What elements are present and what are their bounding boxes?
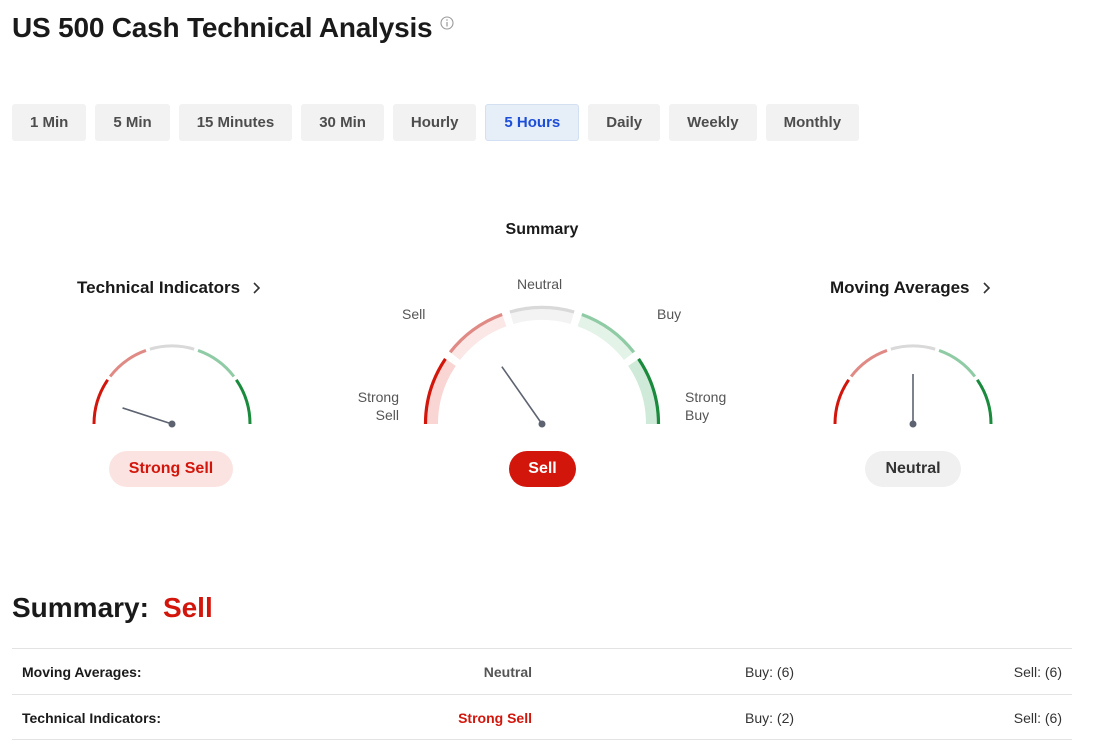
gauge-needle-pivot: [168, 420, 176, 428]
chevron-right-icon: [253, 282, 261, 294]
sell-segment: [448, 313, 503, 354]
gauge-label-strong-sell: Strong Sell: [357, 389, 399, 423]
strong-buy-segment: [976, 378, 993, 425]
row-sell-count: Sell: (6): [1013, 710, 1062, 726]
strong-sell-segment: [423, 357, 447, 425]
row-name: Technical Indicators:: [22, 710, 161, 726]
tab-5-min[interactable]: 5 Min: [95, 104, 170, 141]
strong-sell-segment: [92, 378, 109, 425]
gauge-label-buy: Buy: [657, 306, 682, 322]
technical-indicators-link[interactable]: Technical Indicators: [77, 278, 261, 298]
summary-heading: Summary: Sell: [12, 592, 213, 624]
buy-segment: [581, 313, 636, 354]
neutral-segment: [149, 344, 195, 351]
row-sell-count: Sell: (6): [1013, 664, 1062, 680]
tab-30-min[interactable]: 30 Min: [301, 104, 384, 141]
gauge-needle-pivot: [909, 420, 917, 428]
row-name: Moving Averages:: [22, 664, 142, 680]
summary-heading-value: Sell: [162, 592, 213, 623]
timeframe-tabs: 1 Min 5 Min 15 Minutes 30 Min Hourly 5 H…: [12, 104, 860, 141]
strong-sell-segment-fill: [424, 358, 456, 424]
tab-hourly[interactable]: Hourly: [392, 104, 477, 141]
tab-daily[interactable]: Daily: [588, 104, 661, 141]
table-row: Technical Indicators: Strong Sell Buy: (…: [12, 694, 1072, 740]
buy-segment: [197, 349, 236, 378]
strong-buy-segment-fill: [628, 358, 660, 424]
sell-segment-fill: [449, 313, 507, 360]
row-result: Strong Sell: [458, 710, 532, 726]
gauge-needle: [122, 407, 173, 425]
strong-buy-segment: [235, 378, 252, 425]
summary-table: Moving Averages: Neutral Buy: (6) Sell: …: [12, 648, 1072, 740]
gauge-needle: [501, 366, 543, 425]
tab-5-hours[interactable]: 5 Hours: [485, 104, 580, 141]
moving-averages-title: Moving Averages: [830, 278, 970, 297]
moving-averages-gauge: [833, 344, 993, 428]
moving-averages-result-badge: Neutral: [865, 451, 961, 487]
sell-segment: [108, 349, 147, 378]
title-row: US 500 Cash Technical Analysis: [12, 12, 454, 44]
summary-gauge: [423, 305, 661, 428]
tab-weekly[interactable]: Weekly: [669, 104, 757, 141]
row-buy-count: Buy: (6): [745, 664, 795, 680]
gauge-label-strong-buy: Strong Buy: [685, 389, 727, 423]
row-result: Neutral: [483, 664, 532, 680]
summary-heading-label: Summary:: [12, 592, 149, 623]
info-icon[interactable]: [440, 16, 454, 30]
sell-segment: [849, 349, 888, 378]
tab-15-minutes[interactable]: 15 Minutes: [178, 104, 293, 141]
strong-buy-segment: [637, 357, 661, 425]
neutral-segment: [509, 305, 575, 314]
gauge-needle-pivot: [538, 420, 546, 428]
gauge-label-sell: Sell: [402, 306, 426, 322]
gauge-label-neutral: Neutral: [517, 276, 563, 292]
tab-1-min[interactable]: 1 Min: [12, 104, 87, 141]
technical-indicators-gauge: [92, 344, 252, 428]
chevron-right-icon: [982, 282, 990, 294]
strong-sell-segment: [833, 378, 850, 425]
summary-result-badge: Sell: [509, 451, 576, 487]
buy-segment: [938, 349, 977, 378]
technical-indicators-result-badge: Strong Sell: [109, 451, 233, 487]
moving-averages-link[interactable]: Moving Averages: [830, 278, 991, 298]
page-title: US 500 Cash Technical Analysis: [12, 12, 433, 43]
technical-indicators-title: Technical Indicators: [77, 278, 241, 297]
neutral-segment-fill: [509, 306, 575, 325]
tab-monthly[interactable]: Monthly: [765, 104, 860, 141]
buy-segment-fill: [577, 313, 635, 360]
table-row: Moving Averages: Neutral Buy: (6) Sell: …: [12, 648, 1072, 694]
neutral-segment: [890, 344, 936, 351]
row-buy-count: Buy: (2): [745, 710, 795, 726]
summary-gauge-title: Summary: [505, 221, 579, 238]
